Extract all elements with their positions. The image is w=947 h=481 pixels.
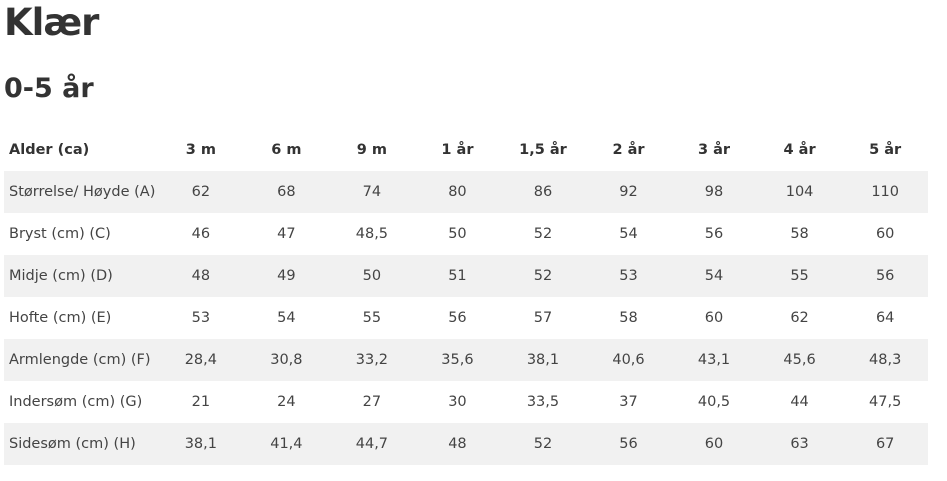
header-cell: 1,5 år: [519, 142, 567, 158]
table-row: Armlengde (cm) (F) 28,4 30,8 33,2 35,6 38,1 40…: [4, 339, 928, 381]
row-label-cell: Bryst (cm) (C): [9, 226, 111, 242]
value-cell: 40,6: [612, 352, 645, 368]
value-cell: 54: [619, 226, 638, 242]
value-cell: 46: [191, 226, 211, 242]
value-cell: 28,4: [184, 352, 217, 368]
value-cell: 50: [448, 226, 467, 242]
row-label-cell: Indersøm (cm) (G): [9, 394, 143, 410]
size-table: Alder (ca) 3 m 6 m 9 m 1 år 1,5 år 2 år …: [4, 129, 928, 465]
header-cell: 6 m: [271, 142, 302, 158]
value-cell: 86: [533, 184, 553, 200]
value-cell: 27: [362, 394, 382, 410]
value-cell: 56: [875, 268, 895, 284]
value-cell: 74: [362, 184, 382, 200]
value-cell: 35,6: [441, 352, 474, 368]
value-cell: 33,5: [526, 394, 560, 410]
table-row: Bryst (cm) (C) 46 47 48,5 50 52 54 56 58 60: [4, 213, 928, 255]
header-cell: 9 m: [356, 142, 388, 158]
header-row: Alder (ca) 3 m 6 m 9 m 1 år 1,5 år 2 år …: [4, 129, 928, 171]
value-cell: 60: [875, 226, 895, 242]
value-cell: 55: [790, 268, 809, 284]
value-cell: 49: [277, 268, 296, 284]
row-label-cell: Midje (cm) (D): [9, 268, 113, 284]
value-cell: 50: [362, 268, 382, 284]
page-title: Klær: [4, 1, 99, 44]
value-cell: 30,8: [270, 352, 303, 368]
value-cell: 40,5: [697, 394, 731, 410]
value-cell: 58: [619, 310, 638, 326]
header-cell: 3 år: [697, 142, 731, 158]
value-cell: 21: [191, 394, 211, 410]
value-cell: 54: [704, 268, 724, 284]
value-cell: 80: [448, 184, 467, 200]
header-label-cell: Alder (ca): [9, 142, 90, 158]
value-cell: 48,5: [355, 226, 389, 242]
value-cell: 110: [871, 184, 899, 200]
value-cell: 48: [448, 436, 467, 452]
value-cell: 52: [533, 268, 553, 284]
value-cell: 60: [704, 310, 724, 326]
value-cell: 56: [619, 436, 638, 452]
value-cell: 63: [790, 436, 809, 452]
value-cell: 54: [277, 310, 296, 326]
value-cell: 56: [448, 310, 467, 326]
table-header: Alder (ca) 3 m 6 m 9 m 1 år 1,5 år 2 år …: [4, 129, 928, 171]
value-cell: 53: [619, 268, 638, 284]
value-cell: 57: [533, 310, 553, 326]
value-cell: 48,3: [869, 352, 902, 368]
value-cell: 62: [790, 310, 809, 326]
table-row: Sidesøm (cm) (H) 38,1 41,4 44,7 48 52 56 60 63 67: [4, 423, 928, 465]
value-cell: 58: [790, 226, 809, 242]
value-cell: 52: [533, 436, 553, 452]
row-label-cell: Hofte (cm) (E): [9, 310, 112, 326]
header-cell: 1 år: [441, 142, 474, 158]
value-cell: 53: [191, 310, 211, 326]
section-title: 0-5 år: [4, 73, 94, 104]
value-cell: 45,6: [783, 352, 816, 368]
value-cell: 62: [191, 184, 211, 200]
value-cell: 38,1: [526, 352, 560, 368]
value-cell: 104: [785, 184, 814, 200]
value-cell: 47,5: [869, 394, 902, 410]
value-cell: 44,7: [355, 436, 389, 452]
table-body: Størrelse/ Høyde (A) 62 68 74 80 86 92 98 104 110…: [4, 171, 928, 465]
row-label-cell: Størrelse/ Høyde (A): [9, 184, 156, 200]
value-cell: 64: [875, 310, 895, 326]
header-cell: 4 år: [783, 142, 816, 158]
value-cell: 60: [704, 436, 724, 452]
value-cell: 47: [277, 226, 296, 242]
value-cell: 37: [619, 394, 638, 410]
table-row: Midje (cm) (D) 48 49 50 51 52 53 54 55 56: [4, 255, 928, 297]
value-cell: 55: [362, 310, 382, 326]
value-cell: 43,1: [697, 352, 731, 368]
header-cell: 5 år: [869, 142, 902, 158]
value-cell: 44: [790, 394, 809, 410]
value-cell: 51: [448, 268, 467, 284]
header-cell: 3 m: [185, 142, 216, 158]
row-label-cell: Sidesøm (cm) (H): [9, 436, 136, 452]
value-cell: 98: [704, 184, 724, 200]
table-row: Hofte (cm) (E) 53 54 55 56 57 58 60 62 64: [4, 297, 928, 339]
value-cell: 68: [277, 184, 296, 200]
header-cell: 2 år: [612, 142, 645, 158]
value-cell: 38,1: [184, 436, 217, 452]
table-row: Størrelse/ Høyde (A) 62 68 74 80 86 92 98 104 110: [4, 171, 928, 213]
value-cell: 92: [619, 184, 638, 200]
row-label-cell: Armlengde (cm) (F): [9, 352, 151, 368]
value-cell: 67: [875, 436, 895, 452]
value-cell: 24: [277, 394, 296, 410]
value-cell: 56: [704, 226, 724, 242]
value-cell: 30: [448, 394, 467, 410]
value-cell: 52: [533, 226, 553, 242]
value-cell: 33,2: [355, 352, 389, 368]
table-row: Indersøm (cm) (G) 21 24 27 30 33,5 37 40,5 44 47,…: [4, 381, 928, 423]
value-cell: 41,4: [270, 436, 303, 452]
value-cell: 48: [191, 268, 211, 284]
